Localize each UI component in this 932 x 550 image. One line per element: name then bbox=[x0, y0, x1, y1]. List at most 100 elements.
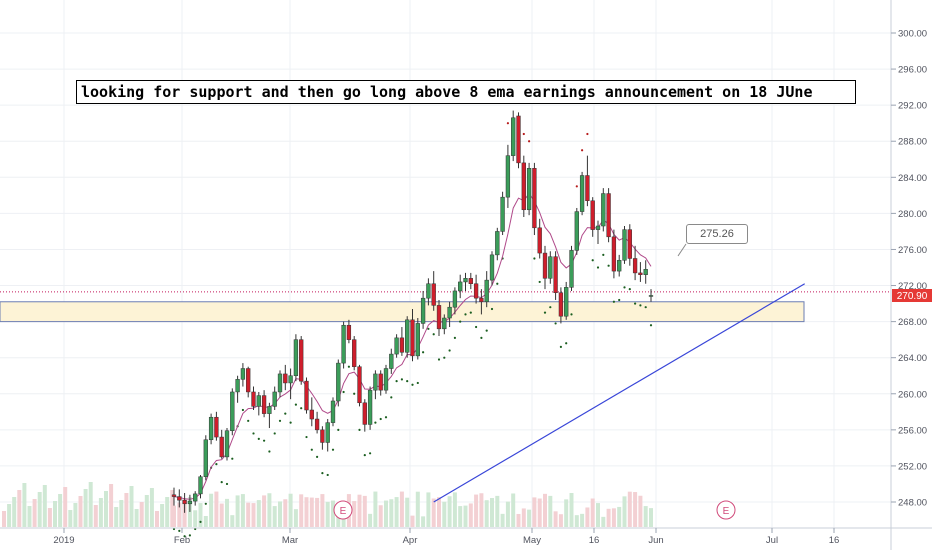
volume-bar bbox=[225, 498, 229, 527]
volume-bar bbox=[299, 494, 304, 527]
volume-bar bbox=[558, 514, 563, 527]
candle-body bbox=[516, 115, 521, 164]
earnings-marker bbox=[716, 500, 736, 520]
candle-body bbox=[299, 339, 304, 382]
candle-body bbox=[548, 256, 553, 279]
time-axis: 2019 Feb Mar Apr May 16 Jun Jul 16 bbox=[53, 528, 839, 546]
y-tick-label: 276.00 bbox=[898, 245, 927, 256]
volume-bar bbox=[198, 503, 203, 527]
sar-dot bbox=[194, 527, 197, 531]
sar-dot bbox=[644, 306, 647, 309]
candle-body bbox=[415, 323, 420, 357]
sar-dot bbox=[379, 417, 382, 421]
sar-dot bbox=[395, 380, 398, 383]
sar-dot bbox=[268, 450, 271, 453]
candle-body bbox=[373, 373, 378, 391]
candle-body bbox=[405, 319, 410, 353]
candle-body bbox=[426, 283, 431, 299]
volume-bar bbox=[104, 491, 108, 527]
sar-dot bbox=[263, 439, 266, 442]
volume-bar bbox=[42, 485, 47, 527]
sar-dot bbox=[618, 298, 621, 302]
candle-body bbox=[606, 193, 611, 238]
volume-bar bbox=[447, 496, 452, 527]
volume-bar bbox=[134, 509, 139, 527]
volume-bar bbox=[627, 491, 632, 527]
y-tick-label: 256.00 bbox=[898, 425, 927, 436]
volume-bar bbox=[574, 515, 579, 527]
chart-annotation[interactable]: looking for support and then go long abo… bbox=[76, 80, 856, 104]
sar-dot bbox=[363, 454, 366, 457]
candle-body bbox=[553, 256, 558, 294]
volume-bar bbox=[357, 494, 362, 527]
sar-dot bbox=[634, 302, 637, 305]
candle-body bbox=[304, 380, 309, 411]
volume-bar bbox=[144, 495, 149, 527]
sar-dot bbox=[581, 149, 584, 152]
volume-bar bbox=[622, 496, 627, 527]
volume-bar bbox=[53, 501, 57, 527]
sar-dot bbox=[528, 140, 531, 143]
volume-bar bbox=[649, 508, 653, 527]
volume-bar bbox=[114, 507, 119, 527]
volume-bar bbox=[521, 508, 526, 527]
sar-dot bbox=[294, 403, 297, 406]
volume-bar bbox=[362, 495, 367, 527]
candle-body bbox=[558, 292, 564, 317]
candle-body bbox=[643, 269, 648, 275]
volume-bar bbox=[548, 495, 553, 527]
candle-body bbox=[320, 429, 325, 443]
volume-bar bbox=[352, 501, 357, 527]
candle-body bbox=[420, 297, 426, 324]
volume-bar bbox=[373, 491, 378, 527]
volume-bar bbox=[230, 515, 235, 527]
x-tick-label: Mar bbox=[282, 535, 298, 546]
candle-body bbox=[330, 400, 336, 423]
y-tick-label: 268.00 bbox=[898, 317, 927, 328]
volume-bar bbox=[590, 498, 595, 527]
volume-bar bbox=[22, 483, 27, 527]
volume-bar bbox=[304, 497, 309, 527]
volume-bar bbox=[58, 494, 63, 527]
price-callout[interactable]: 275.26 bbox=[686, 224, 748, 244]
volume-bar bbox=[399, 491, 404, 527]
volume-bar bbox=[139, 502, 144, 527]
volume-bar bbox=[262, 495, 267, 527]
sar-dot bbox=[591, 259, 594, 262]
sar-dot bbox=[384, 416, 388, 419]
volume-bar bbox=[474, 494, 479, 527]
sar-dot bbox=[337, 428, 340, 431]
candle-body bbox=[378, 373, 383, 391]
candle-body bbox=[590, 200, 595, 230]
volume-bar bbox=[415, 491, 420, 527]
candle-body bbox=[256, 395, 261, 407]
volume-bar bbox=[219, 503, 224, 527]
sar-dot bbox=[358, 428, 361, 431]
candle-body bbox=[309, 409, 314, 420]
last-price-label: 270.90 bbox=[892, 289, 932, 302]
x-tick-label: May bbox=[523, 535, 541, 546]
sar-dot bbox=[215, 463, 218, 466]
candle-body bbox=[632, 258, 638, 274]
sar-dot bbox=[220, 481, 223, 484]
candle-body bbox=[198, 476, 203, 495]
candle-body bbox=[177, 496, 182, 501]
sar-dot bbox=[538, 280, 541, 284]
y-tick-label: 272.00 bbox=[898, 281, 927, 292]
volume-bar bbox=[564, 499, 569, 527]
trendline bbox=[433, 283, 806, 503]
sar-dot bbox=[475, 325, 478, 329]
volume-bar bbox=[458, 506, 463, 527]
sar-dot bbox=[490, 307, 494, 311]
volume-bar bbox=[442, 501, 447, 527]
candle-body bbox=[500, 196, 505, 232]
candle-body bbox=[224, 430, 230, 458]
volume-bar bbox=[7, 504, 12, 527]
sar-dot bbox=[586, 132, 589, 136]
candle-body bbox=[367, 389, 373, 425]
volume-bar bbox=[643, 506, 648, 527]
candle-body bbox=[521, 162, 526, 211]
sar-dot bbox=[241, 408, 244, 412]
volume-bar bbox=[272, 506, 277, 527]
